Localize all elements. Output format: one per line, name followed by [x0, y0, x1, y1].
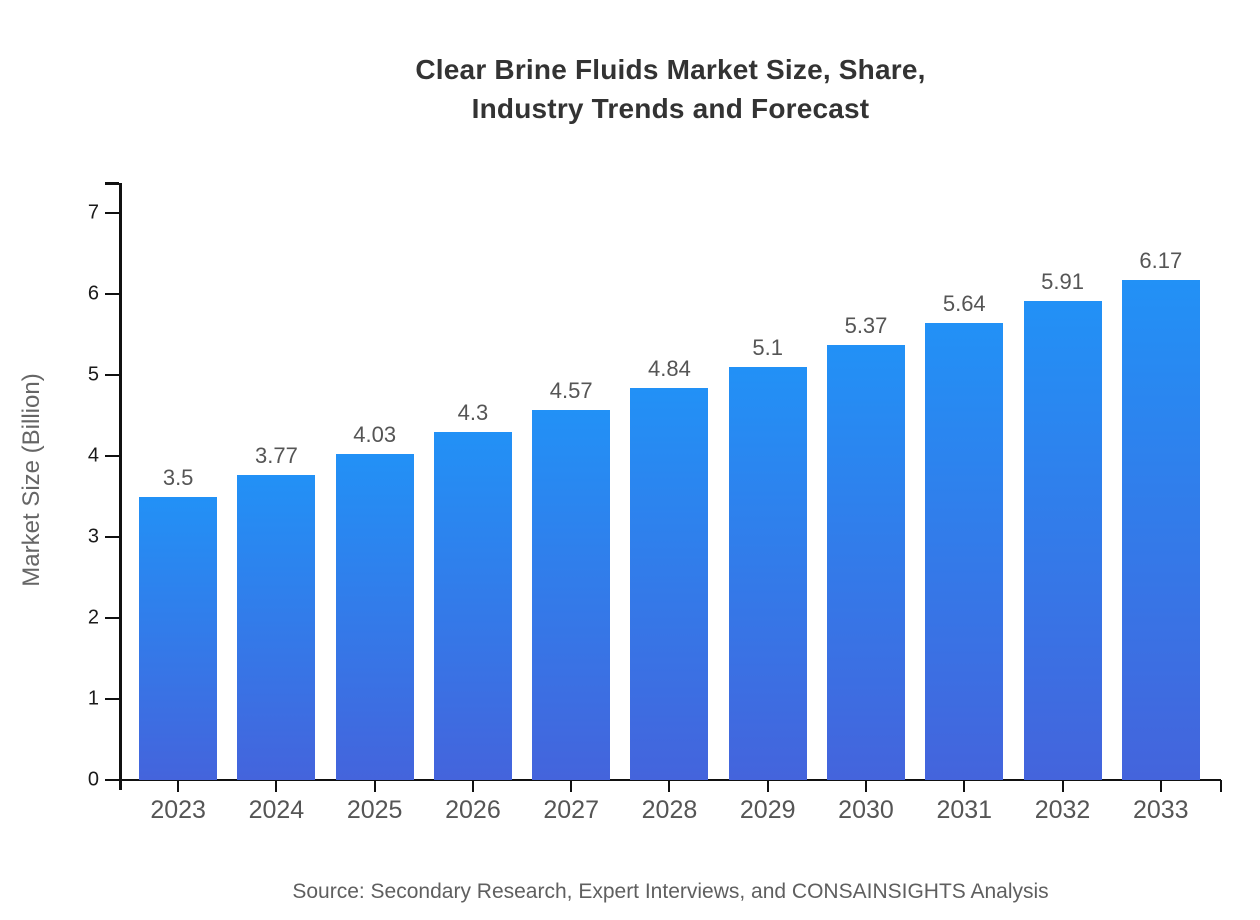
y-axis-tick: 2 — [88, 607, 119, 629]
bar — [1023, 301, 1102, 780]
y-axis-tick: 7 — [88, 202, 119, 224]
x-axis-tick — [766, 781, 769, 792]
y-tick-label: 3 — [87, 525, 99, 548]
y-axis-tick: 6 — [88, 283, 119, 305]
x-tick-label: 2029 — [739, 796, 796, 824]
bar-value-label: 3.77 — [254, 442, 298, 468]
y-axis-tick: 5 — [88, 364, 119, 386]
y-tick-label: 5 — [87, 363, 99, 386]
x-axis-tick — [471, 781, 474, 792]
bar-value-label: 3.5 — [162, 464, 194, 490]
plot-area: 0 1 2 3 4 5 6 7 3.5 2023 3.77 2024 4.03 … — [88, 182, 1223, 824]
bar — [335, 453, 414, 780]
x-tick-label: 2032 — [1034, 796, 1091, 824]
y-axis-tick: 1 — [88, 688, 119, 710]
y-tick-label: 1 — [87, 687, 99, 710]
bar — [630, 387, 709, 780]
x-tick-label: 2027 — [543, 796, 599, 824]
bar-group: 6.17 2033 — [1112, 183, 1210, 824]
y-tick-label: 0 — [87, 768, 99, 791]
bar-group: 3.77 2024 — [227, 183, 325, 824]
x-tick-label: 2030 — [838, 796, 894, 824]
bar-value-label: 5.37 — [844, 313, 888, 339]
y-axis-end-cap — [105, 182, 119, 185]
bar — [826, 345, 905, 780]
bar-group: 3.5 2023 — [129, 183, 227, 824]
y-axis-line — [119, 183, 122, 790]
x-tick-label: 2033 — [1132, 796, 1189, 824]
bar-group: 4.84 2028 — [620, 183, 718, 824]
x-tick-label: 2025 — [346, 796, 403, 824]
bar — [139, 496, 218, 780]
x-axis-line — [119, 778, 1221, 782]
bar — [237, 474, 316, 780]
y-tick-label: 4 — [87, 444, 99, 467]
chart-title-line1: Clear Brine Fluids Market Size, Share, — [415, 54, 926, 85]
bar-value-label: 5.91 — [1041, 269, 1084, 295]
bar-group: 4.03 2025 — [326, 183, 424, 824]
y-axis-tick: 0 — [88, 769, 119, 791]
source-text: Source: Secondary Research, Expert Inter… — [292, 880, 1049, 903]
y-axis-ticks: 0 1 2 3 4 5 6 7 — [88, 183, 1221, 791]
y-tick-label: 6 — [87, 282, 99, 305]
bar-group: 4.3 2026 — [424, 183, 522, 824]
y-tick-label: 7 — [87, 201, 99, 224]
y-axis-tick: 4 — [88, 445, 119, 467]
y-tick-label: 2 — [87, 606, 99, 629]
chart-title-line2: Industry Trends and Forecast — [471, 93, 870, 124]
x-tick-label: 2023 — [150, 796, 206, 824]
bar-group: 5.91 2032 — [1013, 183, 1111, 824]
x-axis-tick — [864, 781, 867, 792]
bar — [925, 323, 1004, 780]
x-axis-tick — [963, 781, 966, 792]
bar-value-label: 4.3 — [457, 399, 489, 425]
x-tick-label: 2028 — [641, 796, 698, 824]
bar-group: 5.64 2031 — [915, 183, 1013, 824]
x-axis-tick — [275, 781, 278, 792]
bar-value-label: 4.03 — [353, 421, 397, 447]
x-axis-tick — [1061, 781, 1064, 792]
bars-row: 3.5 2023 3.77 2024 4.03 2025 4.3 2026 4.… — [129, 183, 1210, 824]
x-axis-tick — [668, 781, 671, 792]
x-tick-label: 2026 — [445, 796, 501, 824]
bar-value-label: 4.84 — [648, 355, 691, 381]
x-axis-tick — [177, 781, 180, 792]
y-axis-tick: 3 — [88, 526, 119, 548]
bar — [1121, 280, 1200, 780]
bar-group: 5.1 2029 — [719, 183, 817, 824]
x-tick-label: 2031 — [936, 796, 993, 824]
x-axis-tick — [373, 781, 376, 792]
x-tick-label: 2024 — [248, 796, 305, 824]
bar — [433, 431, 512, 780]
x-axis-tick — [1159, 781, 1162, 792]
bar — [532, 409, 611, 780]
bar — [728, 366, 807, 780]
chart-title: Clear Brine Fluids Market Size, Share, I… — [120, 50, 1221, 128]
x-axis-tick — [570, 781, 573, 792]
bar-value-label: 5.1 — [752, 334, 784, 360]
y-axis-title: Market Size (Billion) — [18, 373, 45, 587]
bar-value-label: 4.57 — [549, 377, 593, 403]
bar-group: 5.37 2030 — [817, 183, 915, 824]
x-axis-end-cap — [1219, 780, 1223, 792]
bar-group: 4.57 2027 — [522, 183, 620, 824]
bar-value-label: 5.64 — [942, 291, 986, 317]
bar-value-label: 6.17 — [1139, 248, 1183, 274]
